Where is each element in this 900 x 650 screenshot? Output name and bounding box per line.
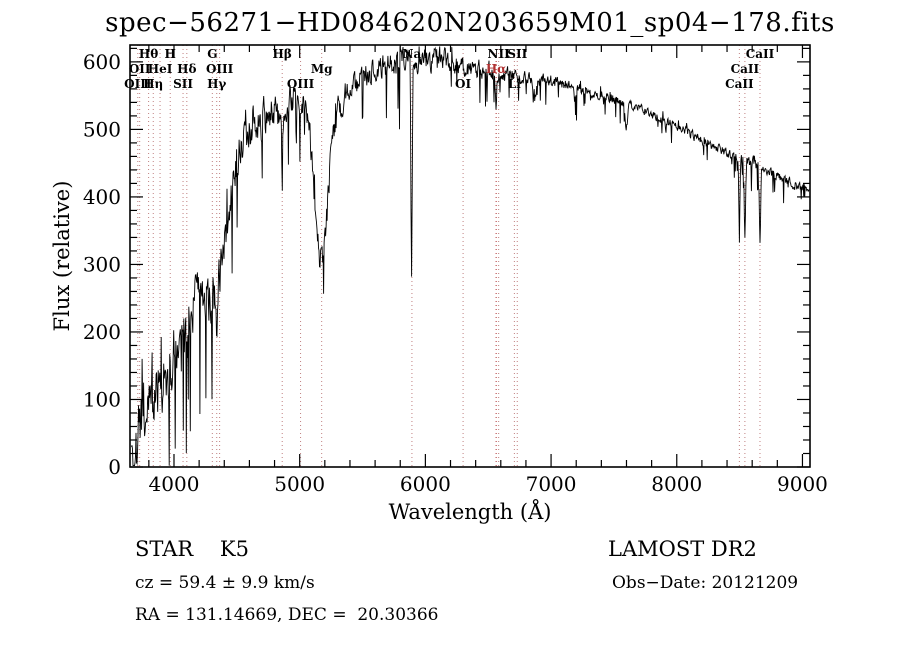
x-tick-label: 9000 [777, 472, 828, 496]
spectral-line-label: Hη [143, 77, 163, 91]
coordinates: RA = 131.14669, DEC = 20.30366 [135, 605, 439, 625]
spectral-line-label: SII [173, 77, 193, 91]
spectral-line-label: SII [507, 47, 527, 61]
radial-velocity: cz = 59.4 ± 9.9 km/s [135, 573, 315, 593]
y-tick-label: 500 [83, 117, 121, 141]
spectral-line-label: Hγ [207, 77, 226, 91]
spectral-line-label: Mg [311, 62, 333, 76]
spectral-line-label: HeI [148, 62, 173, 76]
spectral-line-label: OIII [124, 77, 152, 91]
x-axis-label: Wavelength (Å) [388, 500, 552, 524]
spectral-line-label: Hθ [139, 47, 158, 61]
spectral-line-label: Hα [486, 62, 507, 76]
spectral-line-label: OIII [206, 62, 234, 76]
x-tick-label: 7000 [526, 472, 577, 496]
object-classification: STAR K5 [135, 537, 249, 561]
x-tick-label: 4000 [149, 472, 200, 496]
plot-frame [129, 44, 811, 468]
survey-release: LAMOST DR2 [608, 537, 757, 561]
spectral-line-label: CaII [731, 62, 760, 76]
x-tick-label: 5000 [274, 472, 325, 496]
y-axis-label: Flux (relative) [50, 180, 74, 332]
y-tick-label: 0 [108, 455, 121, 479]
obs-date: Obs−Date: 20121209 [612, 573, 799, 593]
y-tick-label: 600 [83, 50, 121, 74]
spectral-line-label: NII [488, 47, 511, 61]
spectral-line-label: OII [129, 62, 151, 76]
y-tick-label: 400 [83, 185, 121, 209]
x-tick-label: 8000 [651, 472, 702, 496]
spectral-line-label: Na [403, 47, 422, 61]
x-tick-label: 6000 [400, 472, 451, 496]
spectral-line-label: Li [508, 77, 521, 91]
spectral-line-label: OIII [287, 77, 315, 91]
spectral-line-label: Hβ [273, 47, 292, 61]
spectral-line-label: OI [455, 77, 471, 91]
spectral-line-label: G [207, 47, 217, 61]
spectral-line-label: Hδ [177, 62, 196, 76]
spectral-line-label: CaII [746, 47, 775, 61]
plot-title: spec−56271−HD084620N203659M01_sp04−178.f… [105, 8, 835, 38]
y-tick-label: 300 [83, 252, 121, 276]
spectral-line-label: H [165, 47, 176, 61]
spectral-line-label: CaII [725, 77, 754, 91]
y-tick-label: 200 [83, 320, 121, 344]
spectrum-line [131, 46, 810, 467]
y-tick-label: 100 [83, 387, 121, 411]
